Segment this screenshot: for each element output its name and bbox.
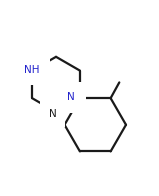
- Text: N: N: [67, 92, 75, 102]
- Text: NH: NH: [24, 65, 40, 75]
- Text: N: N: [49, 109, 56, 119]
